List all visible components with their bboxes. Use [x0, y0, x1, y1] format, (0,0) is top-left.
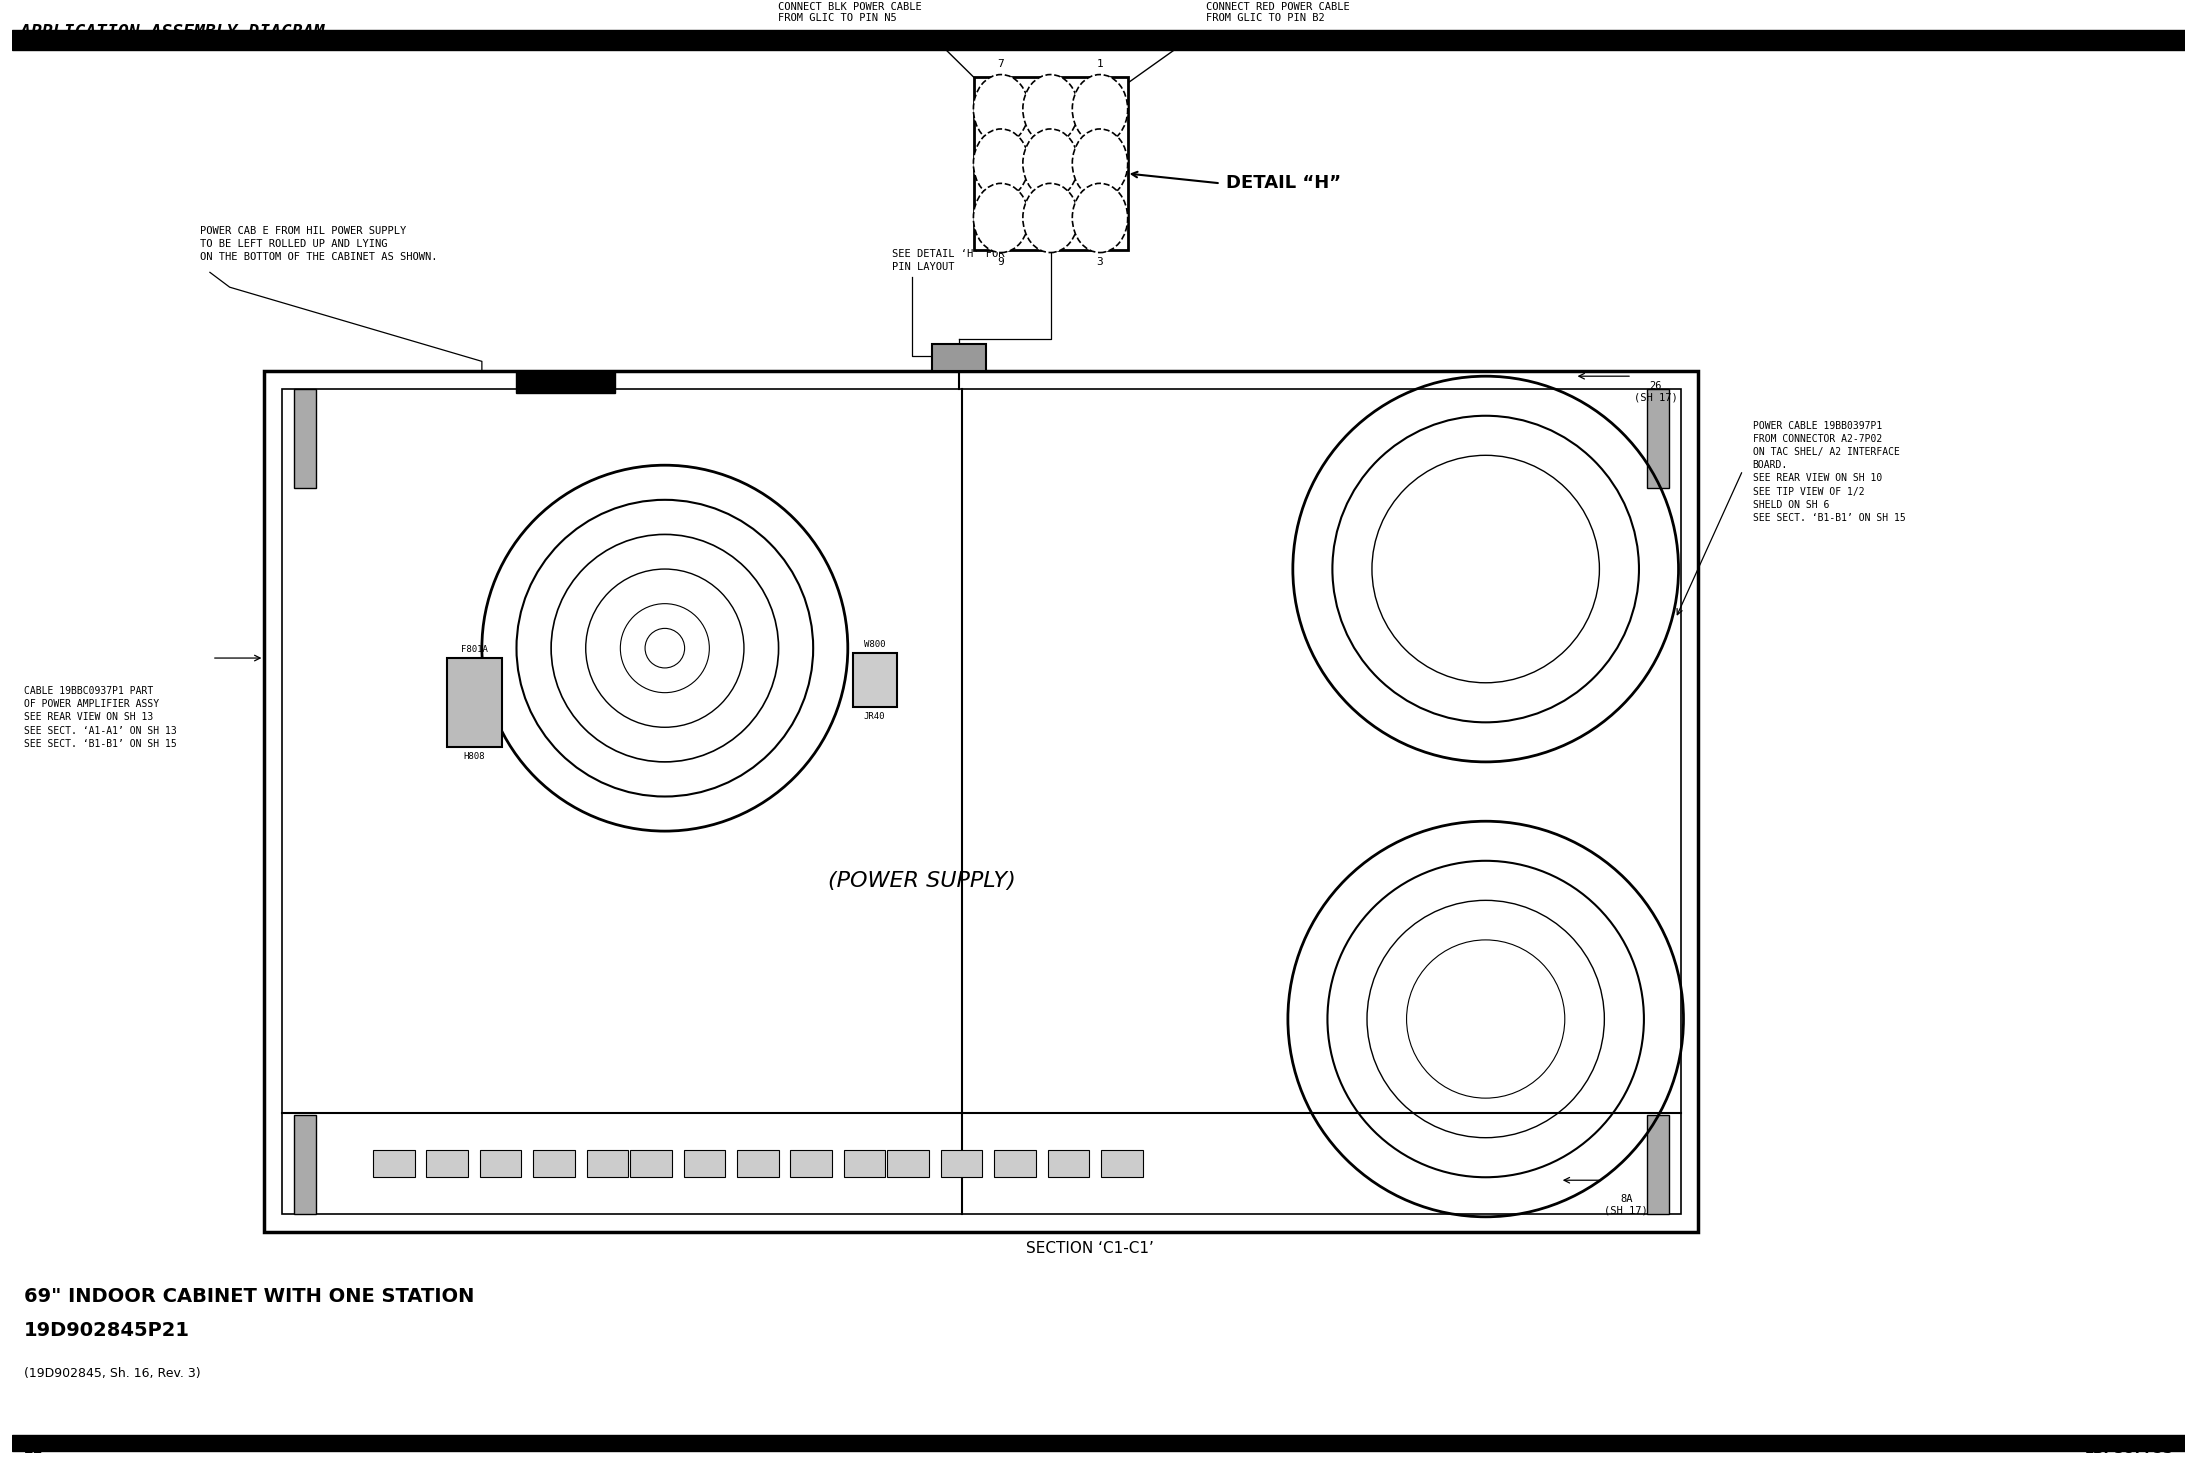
Text: 69" INDOOR CABINET WITH ONE STATION: 69" INDOOR CABINET WITH ONE STATION [24, 1287, 475, 1306]
Bar [281, 389, 1681, 1213]
Text: W800: W800 [863, 640, 885, 649]
Bar [995, 1150, 1035, 1177]
Ellipse shape [1072, 129, 1127, 198]
Ellipse shape [1024, 75, 1079, 144]
Bar [448, 658, 501, 748]
Text: 22: 22 [24, 1443, 44, 1456]
Bar [844, 1150, 885, 1177]
Bar [888, 1150, 929, 1177]
Text: SEE DETAIL ‘H’ FOR
PIN LAYOUT: SEE DETAIL ‘H’ FOR PIN LAYOUT [892, 250, 1004, 272]
Text: JR40: JR40 [863, 712, 885, 721]
Bar [975, 76, 1127, 250]
Bar [1648, 389, 1670, 488]
Bar [13, 1435, 2184, 1451]
Text: 19D902845P21: 19D902845P21 [24, 1322, 189, 1340]
Bar [1648, 1115, 1670, 1213]
Text: 8A
(SH 17): 8A (SH 17) [1604, 1194, 1648, 1216]
Text: POWER CABLE 19BB0397P1
FROM CONNECTOR A2-7P02
ON TAC SHEL/ A2 INTERFACE
BOARD.
S: POWER CABLE 19BB0397P1 FROM CONNECTOR A2… [1753, 420, 1905, 523]
Bar [534, 1150, 576, 1177]
Text: DETAIL “H”: DETAIL “H” [1226, 175, 1340, 192]
Bar [683, 1150, 725, 1177]
Bar [736, 1150, 778, 1177]
Bar [587, 1150, 628, 1177]
Text: APPLICATION ASSEMBLY DIAGRAM: APPLICATION ASSEMBLY DIAGRAM [20, 24, 325, 41]
Text: LBI-38775S: LBI-38775S [2085, 1443, 2173, 1456]
Bar [1101, 1150, 1142, 1177]
Bar [932, 344, 986, 372]
Text: H808: H808 [464, 752, 486, 761]
Text: 1: 1 [1096, 59, 1103, 69]
Ellipse shape [973, 75, 1028, 144]
Ellipse shape [1024, 129, 1079, 198]
Text: SECTION ‘C1-C1’: SECTION ‘C1-C1’ [1026, 1241, 1153, 1256]
Bar [791, 1150, 833, 1177]
Text: CONNECT RED POWER CABLE
FROM GLIC TO PIN B2: CONNECT RED POWER CABLE FROM GLIC TO PIN… [1206, 1, 1349, 24]
Bar [1048, 1150, 1090, 1177]
Ellipse shape [973, 129, 1028, 198]
Bar [373, 1150, 415, 1177]
Bar [940, 1150, 982, 1177]
Bar [852, 654, 896, 708]
Text: 7: 7 [997, 59, 1004, 69]
Text: 9: 9 [997, 257, 1004, 266]
Ellipse shape [973, 184, 1028, 253]
Bar [13, 29, 2184, 50]
Ellipse shape [1072, 184, 1127, 253]
Bar [264, 372, 1698, 1231]
Text: F801A: F801A [461, 645, 488, 654]
Bar [516, 372, 615, 394]
Text: 3: 3 [1096, 257, 1103, 266]
Text: POWER CAB E FROM HIL POWER SUPPLY
TO BE LEFT ROLLED UP AND LYING
ON THE BOTTOM O: POWER CAB E FROM HIL POWER SUPPLY TO BE … [200, 226, 437, 263]
Bar [294, 1115, 316, 1213]
Bar [631, 1150, 672, 1177]
Bar [479, 1150, 521, 1177]
Bar [426, 1150, 468, 1177]
Bar [294, 389, 316, 488]
Text: (POWER SUPPLY): (POWER SUPPLY) [828, 871, 1015, 890]
Ellipse shape [1072, 75, 1127, 144]
Text: CABLE 19BBC0937P1 PART
OF POWER AMPLIFIER ASSY
SEE REAR VIEW ON SH 13
SEE SECT. : CABLE 19BBC0937P1 PART OF POWER AMPLIFIE… [24, 686, 176, 749]
Text: (19D902845, Sh. 16, Rev. 3): (19D902845, Sh. 16, Rev. 3) [24, 1368, 200, 1379]
Ellipse shape [1024, 184, 1079, 253]
Text: 26
(SH 17): 26 (SH 17) [1635, 380, 1679, 403]
Text: CONNECT BLK POWER CABLE
FROM GLIC TO PIN N5: CONNECT BLK POWER CABLE FROM GLIC TO PIN… [778, 1, 923, 24]
